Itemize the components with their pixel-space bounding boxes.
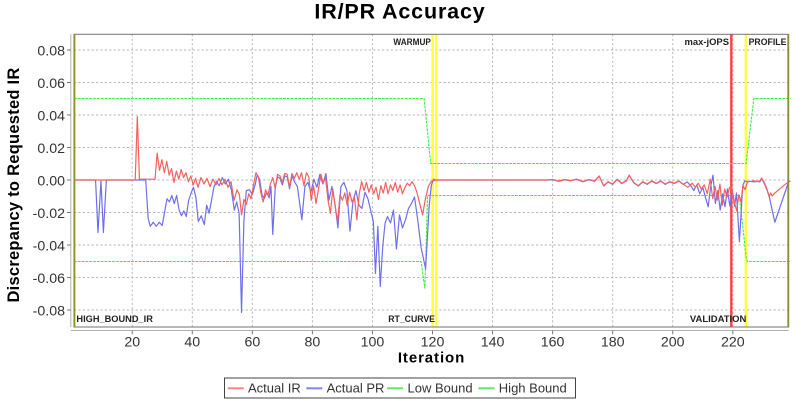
svg-text:Actual IR: Actual IR [248, 381, 301, 396]
svg-text:Discrepancy to Requested IR: Discrepancy to Requested IR [5, 67, 23, 302]
svg-text:20: 20 [124, 335, 140, 351]
svg-text:180: 180 [601, 335, 625, 351]
svg-text:-0.06: -0.06 [33, 271, 65, 287]
svg-text:0.08: 0.08 [37, 44, 65, 60]
svg-text:160: 160 [541, 335, 565, 351]
svg-text:-0.08: -0.08 [33, 304, 65, 320]
svg-text:WARMUP: WARMUP [393, 37, 431, 48]
svg-text:60: 60 [244, 335, 260, 351]
svg-text:-0.02: -0.02 [33, 206, 65, 222]
svg-text:80: 80 [304, 335, 320, 351]
svg-text:-0.04: -0.04 [33, 239, 65, 255]
svg-text:0.00: 0.00 [37, 174, 65, 190]
svg-text:Actual PR: Actual PR [327, 381, 385, 396]
svg-text:0.02: 0.02 [37, 141, 65, 157]
svg-text:High Bound: High Bound [499, 381, 567, 396]
svg-text:Low Bound: Low Bound [408, 381, 473, 396]
svg-text:100: 100 [361, 335, 385, 351]
svg-text:PROFILE: PROFILE [749, 37, 787, 48]
svg-text:Iteration: Iteration [398, 349, 465, 366]
svg-text:120: 120 [421, 335, 445, 351]
svg-text:0.04: 0.04 [37, 109, 65, 125]
svg-text:220: 220 [721, 335, 745, 351]
svg-text:200: 200 [661, 335, 685, 351]
svg-text:HIGH_BOUND_IR: HIGH_BOUND_IR [76, 314, 153, 325]
svg-text:RT_CURVE: RT_CURVE [388, 314, 435, 325]
svg-text:VALIDATION: VALIDATION [690, 314, 747, 325]
svg-text:IR/PR Accuracy: IR/PR Accuracy [314, 0, 485, 24]
svg-text:40: 40 [184, 335, 200, 351]
svg-text:0.06: 0.06 [37, 76, 65, 92]
svg-text:140: 140 [481, 335, 505, 351]
svg-text:max-jOPS: max-jOPS [685, 37, 730, 48]
